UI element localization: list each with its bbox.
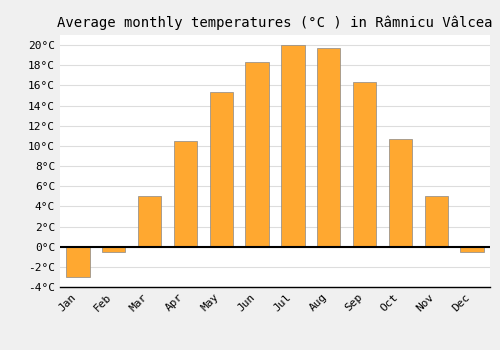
- Title: Average monthly temperatures (°C ) in Râmnicu Vâlcea: Average monthly temperatures (°C ) in Râ…: [57, 15, 493, 30]
- Bar: [389, 139, 412, 247]
- Bar: [424, 196, 448, 247]
- Bar: [138, 196, 161, 247]
- Bar: [317, 48, 340, 247]
- Bar: [353, 82, 376, 247]
- Bar: [66, 247, 90, 277]
- Bar: [210, 92, 233, 247]
- Bar: [460, 247, 483, 252]
- Bar: [246, 62, 268, 247]
- Bar: [174, 141, 197, 247]
- Bar: [102, 247, 126, 252]
- Bar: [282, 45, 304, 247]
